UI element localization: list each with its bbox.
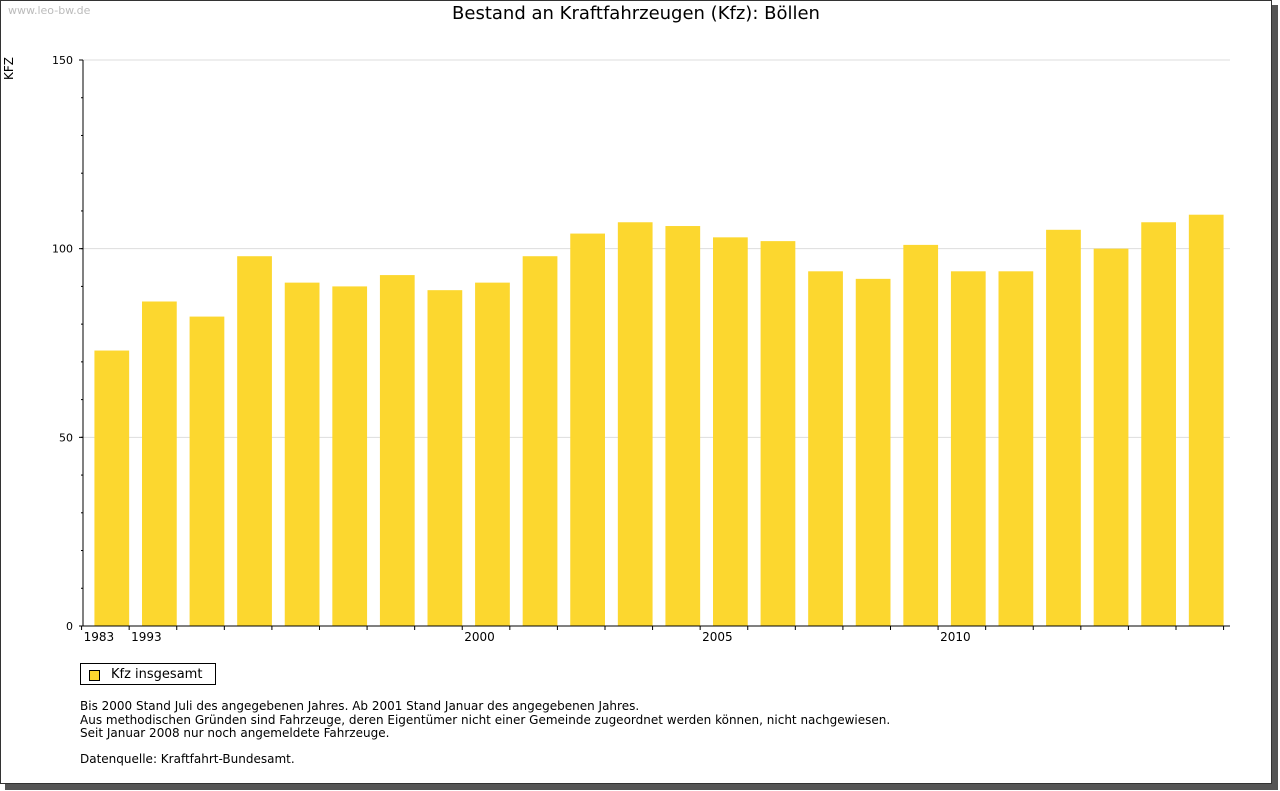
bar [379,275,415,626]
bar [808,271,843,626]
data-source: Datenquelle: Kraftfahrt-Bundesamt. [80,752,295,766]
footnote: Aus methodischen Gründen sind Fahrzeuge,… [80,712,891,727]
y-tick-label: 100 [52,243,73,256]
y-tick-label: 50 [59,431,73,444]
watermark: www.leo-bw.de [8,4,91,17]
chart-title: Bestand an Kraftfahrzeugen (Kfz): Böllen [452,3,820,24]
x-tick-label: 1993 [131,630,162,644]
legend-label: Kfz insgesamt [111,667,203,682]
bar [713,237,748,626]
bar [617,222,653,626]
bar [427,290,463,626]
frame-shadow-bottom [5,784,1278,790]
bar-chart: 0 50 100 150 1983 1993 2000 2005 2010 [52,54,1230,644]
bar [475,282,510,626]
bar [665,226,701,626]
bar [1046,229,1081,627]
bar [760,241,796,626]
bar [903,244,939,627]
bar [998,271,1034,626]
legend-swatch [89,670,100,681]
bar [950,271,986,626]
bar [94,350,130,626]
bar [237,256,272,626]
footnotes: Bis 2000 Stand Juli des angegebenen Jahr… [80,699,891,741]
frame-shadow-right [1272,5,1278,789]
bar [1188,214,1224,626]
bar [570,233,605,626]
bar [332,286,368,626]
x-tick-label: 2010 [940,630,971,644]
bar [189,316,225,626]
y-tick-label: 150 [52,54,73,67]
bar [142,301,177,626]
bar [855,278,891,626]
x-tick-label: 2000 [464,630,495,644]
y-tick-label: 0 [66,620,73,633]
bar [284,282,320,626]
bar [1093,248,1129,626]
legend: Kfz insgesamt [80,663,216,685]
footnote: Bis 2000 Stand Juli des angegebenen Jahr… [80,699,640,713]
bar [1141,222,1176,626]
x-tick-label: 1983 [84,630,115,644]
x-tick-label: 2005 [702,630,733,644]
bar [522,256,558,626]
footnote: Seit Januar 2008 nur noch angemeldete Fa… [80,726,390,740]
